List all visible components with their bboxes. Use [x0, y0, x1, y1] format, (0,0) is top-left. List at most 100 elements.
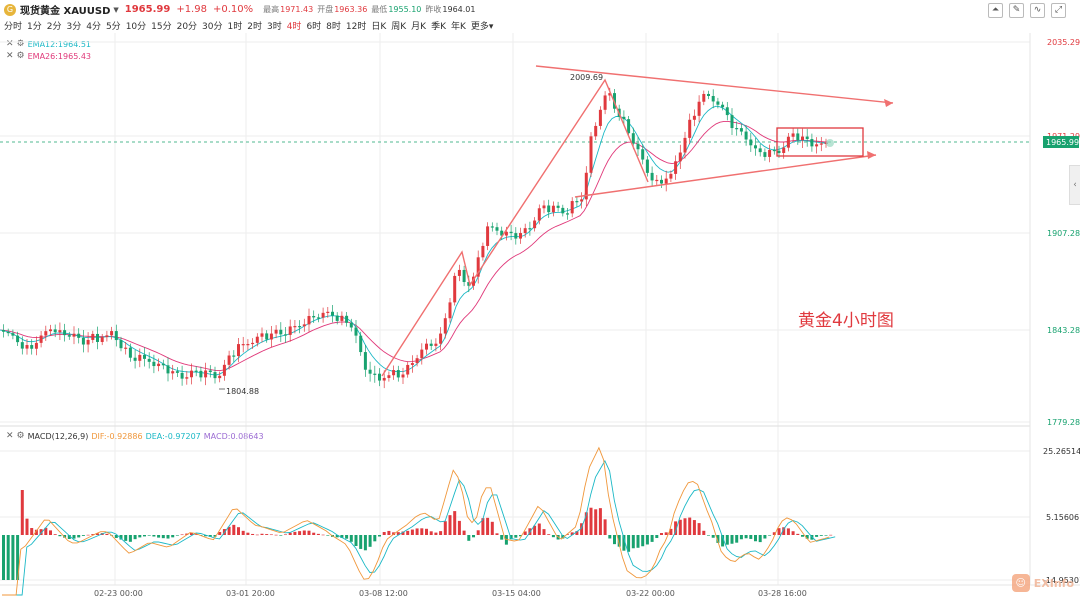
candle	[114, 331, 118, 341]
macd-tick: 5.15606	[1046, 513, 1079, 522]
macd-bar	[603, 519, 607, 535]
timeframe-tab[interactable]: 1分	[27, 22, 42, 32]
macd-bar	[523, 531, 527, 535]
timeframe-tab[interactable]: 20分	[176, 22, 198, 32]
candle	[758, 148, 762, 153]
macd-bar	[67, 535, 71, 539]
close-icon[interactable]: ✕	[6, 51, 14, 61]
collapse-panel-button[interactable]: ‹	[1069, 165, 1080, 205]
timeframe-tab[interactable]: 1时	[227, 22, 243, 32]
candle	[39, 335, 43, 343]
candle	[420, 349, 424, 359]
timeframe-tab[interactable]: 10分	[125, 22, 147, 32]
macd-bar	[664, 532, 668, 535]
timeframe-tab[interactable]: 月K	[411, 22, 427, 32]
macd-bar	[645, 535, 649, 545]
macd-bar	[819, 535, 823, 536]
candle	[378, 373, 381, 381]
timeframe-tab[interactable]: 15分	[151, 22, 172, 32]
candle	[603, 95, 607, 110]
macd-bar	[349, 535, 353, 542]
macd-bar	[128, 535, 132, 542]
candle	[279, 329, 283, 335]
symbol-name[interactable]: 现货黄金 XAUUSD	[20, 6, 111, 17]
logo-icon: ☺	[1011, 574, 1030, 592]
candle	[86, 339, 90, 345]
timeframe-tab[interactable]: 3分	[66, 22, 82, 32]
timeframe-tab[interactable]: 5分	[105, 22, 121, 32]
candle	[439, 333, 443, 344]
candle	[401, 374, 405, 378]
macd-bar	[190, 532, 193, 535]
caret-down-icon[interactable]: ▼	[113, 5, 119, 14]
close-icon[interactable]: ✕	[6, 39, 14, 49]
candle	[721, 104, 725, 108]
macd-bar	[359, 535, 363, 549]
timeframe-tab[interactable]: 周K	[391, 22, 407, 32]
candle	[472, 276, 475, 286]
price-tick: 1843.28	[1047, 326, 1080, 335]
macd-bar	[326, 535, 330, 536]
quote-header: G 现货黄金 XAUUSD ▼ 1965.99 +1.98 +0.10% 最高 …	[0, 0, 1080, 19]
candle	[241, 344, 245, 346]
timeframe-tab[interactable]: 分时	[4, 22, 23, 32]
macd-bar	[519, 535, 522, 537]
timeframe-tab[interactable]: 3时	[266, 22, 282, 32]
candle	[161, 363, 165, 366]
candle	[551, 205, 555, 213]
macd-bar	[96, 533, 99, 535]
close-icon[interactable]: ✕	[6, 431, 14, 441]
prev-close-value: 1964.01	[442, 5, 476, 14]
macd-bar	[650, 535, 654, 542]
candle	[110, 331, 114, 336]
macd-bar	[114, 535, 118, 538]
settings-icon[interactable]: ⚙	[16, 51, 25, 61]
macd-bar	[53, 534, 57, 535]
timeframe-tab[interactable]: 更多▾	[470, 22, 494, 32]
candles	[2, 87, 828, 389]
macd-bar	[457, 520, 461, 535]
fullscreen-icon[interactable]: ⤢	[1051, 3, 1066, 18]
candle	[566, 213, 569, 215]
timeframe-tab[interactable]: 6时	[306, 22, 322, 32]
settings-icon[interactable]: ⚙	[16, 431, 25, 441]
timeframe-tab[interactable]: 季K	[431, 22, 446, 32]
macd-bar	[566, 534, 569, 535]
candle	[608, 93, 612, 96]
timeframe-tab[interactable]: 2分	[46, 22, 62, 32]
macd-bar	[354, 535, 358, 546]
timeframe-tab[interactable]: 4时	[286, 22, 302, 32]
timeframe-tab[interactable]: 8时	[326, 22, 341, 32]
macd-bar	[707, 535, 710, 536]
timeframe-tab[interactable]: 年K	[450, 22, 466, 32]
timeframe-tab[interactable]: 2时	[247, 22, 262, 32]
chart-type-icon[interactable]: ⏶	[988, 3, 1003, 18]
macd-bar	[298, 531, 302, 535]
candle	[190, 370, 193, 378]
macd-bar	[678, 519, 682, 535]
macd-bar	[711, 535, 715, 538]
draw-icon[interactable]: ✎	[1009, 3, 1024, 18]
timeframe-tab[interactable]: 4分	[86, 22, 101, 32]
timeframe-tab[interactable]: 30分	[202, 22, 223, 32]
macd-bar	[81, 535, 85, 536]
candle	[791, 133, 795, 137]
macd-bar	[631, 535, 635, 549]
macd-bar	[768, 535, 772, 536]
candle	[547, 205, 551, 213]
candle	[782, 147, 786, 153]
candle	[650, 172, 654, 181]
indicator-icon[interactable]: ∿	[1030, 3, 1045, 18]
candle	[589, 136, 593, 173]
settings-icon[interactable]: ⚙	[16, 39, 25, 49]
macd-bar	[392, 532, 396, 535]
macd-bar	[157, 535, 161, 538]
candle	[260, 333, 264, 337]
timeframe-tab[interactable]: 12时	[345, 22, 367, 32]
candle	[44, 331, 48, 336]
ema12-line	[0, 105, 829, 376]
candle	[627, 119, 631, 134]
candle	[730, 115, 734, 129]
timeframe-tab[interactable]: 日K	[371, 22, 387, 32]
